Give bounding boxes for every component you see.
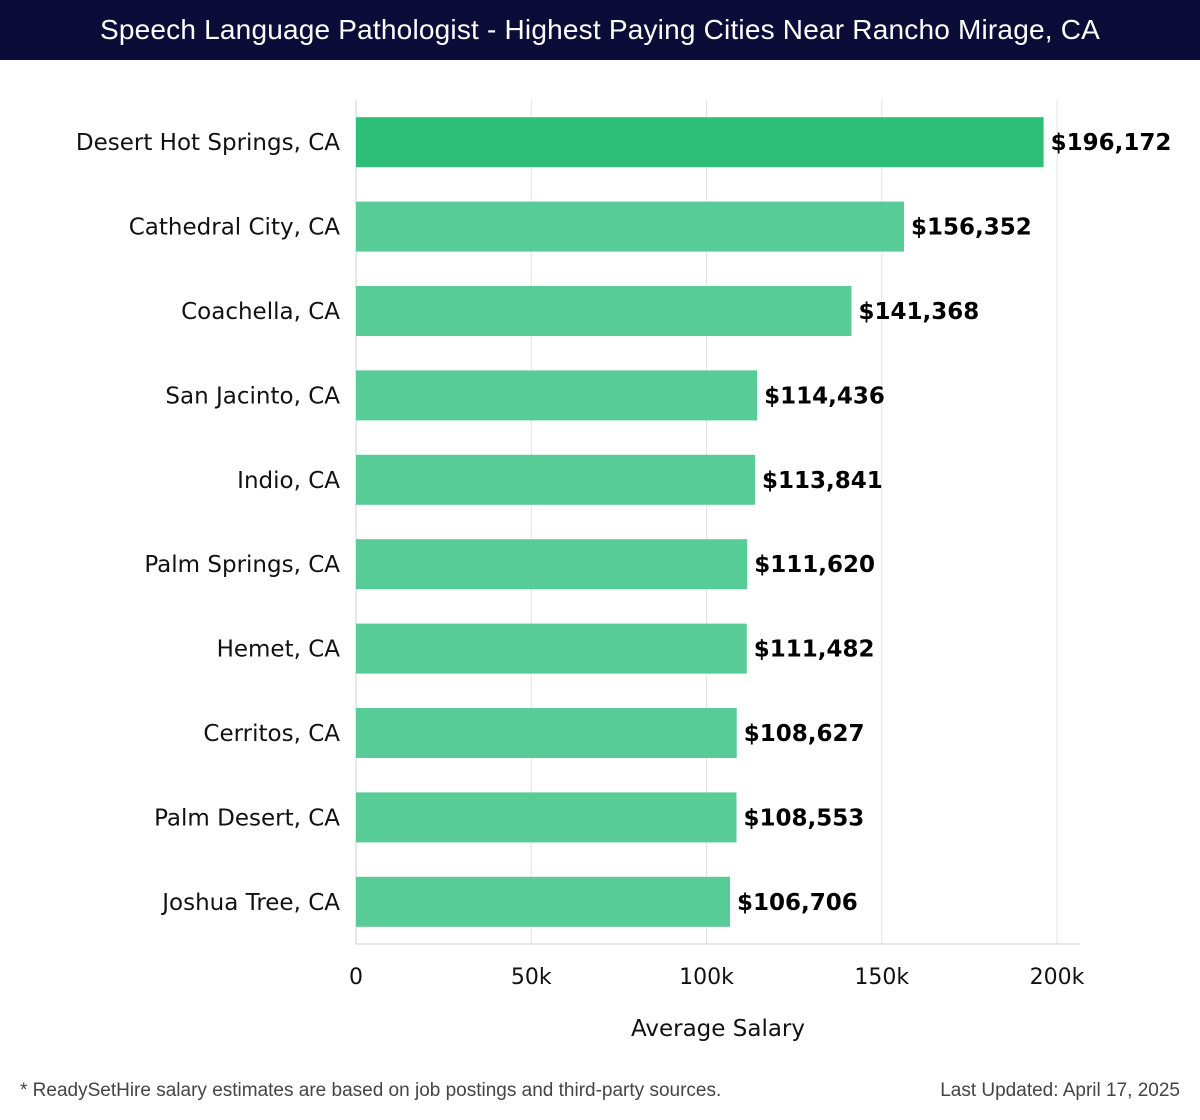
category-label: Cerritos, CA: [203, 721, 340, 747]
value-label: $196,172: [1051, 130, 1172, 156]
bars: [356, 117, 1044, 927]
category-label: Desert Hot Springs, CA: [76, 130, 340, 156]
bar: [356, 708, 737, 758]
x-tick-label: 100k: [679, 965, 734, 990]
category-label: Hemet, CA: [217, 637, 341, 663]
category-label: Palm Springs, CA: [144, 552, 340, 578]
bar: [356, 623, 747, 674]
category-label: Coachella, CA: [181, 299, 340, 325]
value-labels: $196,172 $156,352 $141,368 $114,436 $113,841…: [737, 130, 1171, 916]
category-label: San Jacinto, CA: [165, 383, 340, 409]
value-label: $113,841: [762, 468, 883, 494]
bar: [356, 286, 852, 336]
value-label: $111,482: [754, 637, 875, 663]
x-axis-ticks: 0 50k 100k 150k 200k: [349, 965, 1085, 990]
bar: [356, 539, 748, 590]
x-tick-label: 150k: [854, 965, 909, 990]
value-label: $156,352: [911, 215, 1032, 241]
value-label: $111,620: [754, 552, 875, 578]
bar: [356, 201, 905, 252]
x-tick-label: 50k: [511, 965, 552, 990]
value-label: $114,436: [764, 383, 885, 409]
last-updated: Last Updated: April 17, 2025: [940, 1080, 1180, 1101]
value-label: $106,706: [737, 890, 858, 916]
chart-title: Speech Language Pathologist - Highest Pa…: [0, 0, 1200, 60]
value-label: $141,368: [858, 299, 979, 325]
bar: [356, 876, 731, 927]
x-axis-label: Average Salary: [631, 1016, 805, 1042]
bar: [356, 117, 1044, 168]
value-label: $108,553: [743, 805, 864, 831]
bar-chart: Desert Hot Springs, CA Cathedral City, CA…: [76, 100, 1171, 1042]
category-label: Cathedral City, CA: [129, 215, 341, 241]
category-label: Palm Desert, CA: [154, 805, 340, 831]
bar: [356, 370, 758, 421]
footnote: * ReadySetHire salary estimates are base…: [20, 1080, 722, 1101]
category-labels: Desert Hot Springs, CA Cathedral City, CA…: [76, 130, 340, 916]
x-tick-label: 200k: [1030, 965, 1085, 990]
category-label: Joshua Tree, CA: [160, 890, 340, 916]
value-label: $108,627: [744, 721, 865, 747]
category-label: Indio, CA: [237, 468, 340, 494]
x-tick-label: 0: [349, 965, 363, 990]
bar: [356, 792, 737, 843]
bar: [356, 454, 756, 505]
